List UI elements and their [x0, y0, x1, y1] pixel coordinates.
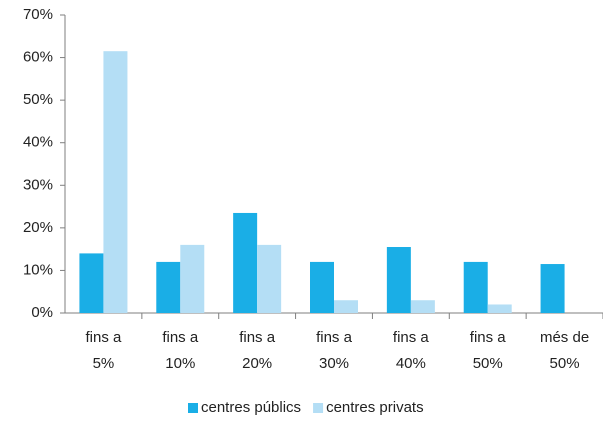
bar [156, 261, 181, 313]
x-tick-label: fins a [470, 329, 507, 346]
x-tick-label: 50% [473, 355, 503, 372]
bar [334, 300, 358, 313]
x-tick-label: 10% [165, 355, 195, 372]
bar [463, 261, 488, 313]
bar [310, 261, 334, 313]
x-tick-label: 20% [242, 355, 272, 372]
legend-label: centres privats [326, 399, 424, 416]
bar [79, 253, 104, 313]
bar [103, 51, 128, 313]
x-tick-label: fins a [162, 329, 199, 346]
bar [487, 304, 512, 313]
legend-swatch [313, 403, 324, 413]
y-tick-label: 30% [23, 176, 53, 193]
bar [233, 212, 258, 313]
x-tick-label: fins a [316, 329, 353, 346]
bar [386, 247, 411, 313]
x-tick-label: 30% [319, 355, 349, 372]
bar [540, 264, 565, 313]
y-tick-label: 70% [23, 6, 53, 23]
x-tick-label: fins a [239, 329, 276, 346]
bar [180, 244, 205, 313]
y-tick-label: 0% [31, 304, 53, 321]
bar [257, 244, 282, 313]
y-tick-label: 50% [23, 91, 53, 108]
x-tick-label: 50% [550, 355, 580, 372]
x-tick-label: fins a [393, 329, 430, 346]
y-tick-label: 10% [23, 261, 53, 278]
x-tick-label: 40% [396, 355, 426, 372]
x-tick-label: més de [540, 329, 589, 346]
legend-label: centres públics [201, 399, 301, 416]
y-tick-label: 40% [23, 134, 53, 151]
legend-swatch [188, 403, 198, 413]
y-tick-label: 60% [23, 49, 53, 66]
bar [410, 300, 435, 313]
y-tick-label: 20% [23, 219, 53, 236]
x-tick-label: 5% [93, 355, 115, 372]
x-tick-label: fins a [85, 329, 122, 346]
